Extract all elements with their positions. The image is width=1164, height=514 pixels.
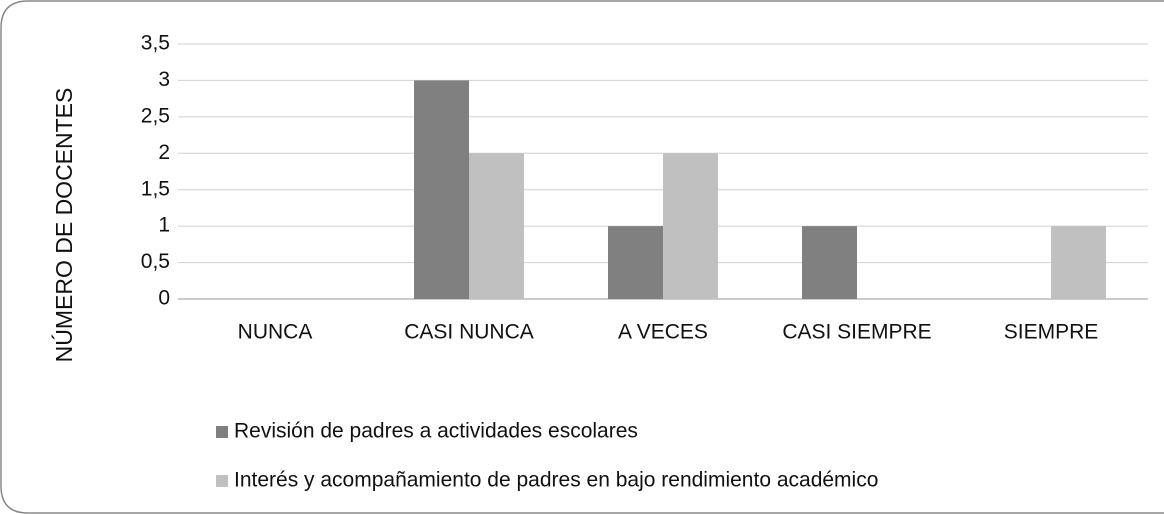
y-tick-label: 2 xyxy=(158,141,170,164)
bar xyxy=(414,80,469,299)
legend-label: Revisión de padres a actividades escolar… xyxy=(234,420,638,443)
y-axis-label: NÚMERO DE DOCENTES xyxy=(51,88,77,363)
y-tick-label: 1 xyxy=(158,214,170,237)
y-tick-label: 2,5 xyxy=(141,104,170,127)
bar xyxy=(802,226,857,299)
y-tick-label: 1,5 xyxy=(141,177,170,200)
y-tick-label: 0,5 xyxy=(141,250,170,273)
x-tick-label: NUNCA xyxy=(238,321,313,344)
bar xyxy=(608,226,663,299)
x-tick-label: CASI NUNCA xyxy=(404,321,534,344)
legend-swatch xyxy=(216,426,228,438)
legend-swatch xyxy=(216,475,228,487)
y-tick-label: 0 xyxy=(158,287,170,310)
x-tick-label: A VECES xyxy=(618,321,708,344)
y-tick-label: 3 xyxy=(158,68,170,91)
y-tick-label: 3,5 xyxy=(141,32,170,55)
bar xyxy=(469,153,524,299)
x-tick-label: SIEMPRE xyxy=(1004,321,1099,344)
legend-label: Interés y acompañamiento de padres en ba… xyxy=(234,469,878,492)
x-tick-label: CASI SIEMPRE xyxy=(782,321,931,344)
bar xyxy=(663,153,718,299)
bar xyxy=(1051,226,1106,299)
